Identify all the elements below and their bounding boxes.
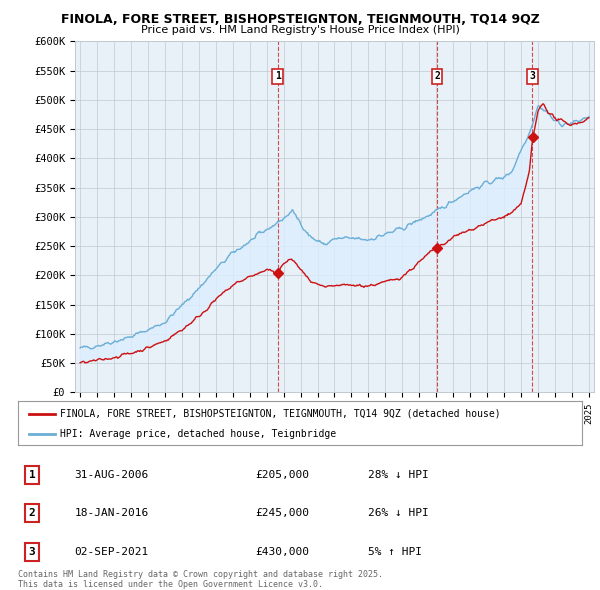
Text: 2: 2 xyxy=(434,71,440,81)
Text: 1: 1 xyxy=(275,71,281,81)
Text: FINOLA, FORE STREET, BISHOPSTEIGNTON, TEIGNMOUTH, TQ14 9QZ (detached house): FINOLA, FORE STREET, BISHOPSTEIGNTON, TE… xyxy=(60,409,501,418)
Text: 18-JAN-2016: 18-JAN-2016 xyxy=(74,509,149,518)
Text: Price paid vs. HM Land Registry's House Price Index (HPI): Price paid vs. HM Land Registry's House … xyxy=(140,25,460,35)
Text: £205,000: £205,000 xyxy=(255,470,309,480)
Text: 2: 2 xyxy=(29,509,35,518)
Text: Contains HM Land Registry data © Crown copyright and database right 2025.
This d: Contains HM Land Registry data © Crown c… xyxy=(18,570,383,589)
Text: 3: 3 xyxy=(529,71,535,81)
Text: 1: 1 xyxy=(29,470,35,480)
Text: 28% ↓ HPI: 28% ↓ HPI xyxy=(368,470,428,480)
Text: 26% ↓ HPI: 26% ↓ HPI xyxy=(368,509,428,518)
Text: 5% ↑ HPI: 5% ↑ HPI xyxy=(368,547,422,556)
Text: HPI: Average price, detached house, Teignbridge: HPI: Average price, detached house, Teig… xyxy=(60,430,337,440)
Text: 02-SEP-2021: 02-SEP-2021 xyxy=(74,547,149,556)
Text: 31-AUG-2006: 31-AUG-2006 xyxy=(74,470,149,480)
Text: FINOLA, FORE STREET, BISHOPSTEIGNTON, TEIGNMOUTH, TQ14 9QZ: FINOLA, FORE STREET, BISHOPSTEIGNTON, TE… xyxy=(61,13,539,26)
Text: £245,000: £245,000 xyxy=(255,509,309,518)
Text: £430,000: £430,000 xyxy=(255,547,309,556)
Text: 3: 3 xyxy=(29,547,35,556)
